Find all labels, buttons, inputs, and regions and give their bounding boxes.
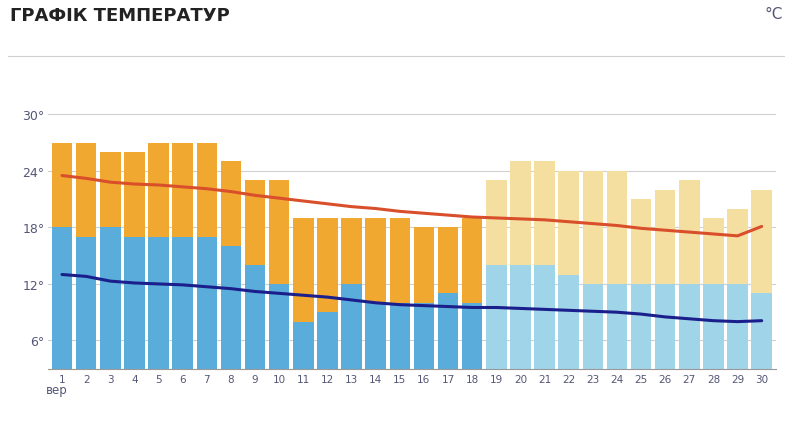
- Bar: [245, 181, 265, 266]
- Bar: [630, 284, 651, 397]
- Bar: [365, 218, 386, 303]
- Bar: [703, 218, 724, 284]
- Bar: [245, 266, 265, 397]
- Bar: [607, 284, 627, 397]
- Bar: [535, 266, 554, 397]
- Bar: [365, 303, 386, 397]
- Bar: [510, 266, 531, 397]
- Bar: [293, 322, 314, 397]
- Bar: [727, 209, 748, 284]
- Bar: [607, 171, 627, 284]
- Bar: [51, 228, 72, 397]
- Bar: [269, 284, 289, 397]
- Bar: [679, 181, 699, 284]
- Bar: [51, 143, 72, 228]
- Bar: [510, 162, 531, 266]
- Bar: [727, 284, 748, 397]
- Bar: [196, 143, 217, 237]
- Bar: [413, 228, 434, 303]
- Bar: [173, 237, 193, 397]
- Bar: [583, 171, 603, 284]
- Bar: [317, 312, 337, 397]
- Bar: [752, 294, 772, 397]
- Bar: [148, 143, 169, 237]
- Bar: [752, 190, 772, 294]
- Bar: [124, 153, 145, 237]
- Bar: [486, 266, 507, 397]
- Bar: [173, 143, 193, 237]
- Bar: [390, 218, 410, 303]
- Bar: [462, 303, 482, 397]
- Bar: [221, 247, 241, 397]
- Bar: [390, 303, 410, 397]
- Bar: [196, 237, 217, 397]
- Bar: [148, 237, 169, 397]
- Bar: [76, 143, 97, 237]
- Bar: [558, 275, 579, 397]
- Bar: [269, 181, 289, 284]
- Bar: [221, 162, 241, 247]
- Bar: [413, 303, 434, 397]
- Text: ГРАФІК ТЕМПЕРАТУР: ГРАФІК ТЕМПЕРАТУР: [10, 7, 229, 24]
- Text: °C: °C: [764, 7, 782, 21]
- Bar: [438, 294, 459, 397]
- Bar: [462, 218, 482, 303]
- Bar: [100, 228, 120, 397]
- Bar: [703, 284, 724, 397]
- Bar: [124, 237, 145, 397]
- Text: вер: вер: [46, 383, 68, 396]
- Bar: [655, 284, 676, 397]
- Bar: [630, 200, 651, 284]
- Bar: [317, 218, 337, 312]
- Bar: [438, 228, 459, 294]
- Bar: [341, 284, 362, 397]
- Bar: [655, 190, 676, 284]
- Bar: [341, 218, 362, 284]
- Bar: [679, 284, 699, 397]
- Bar: [558, 171, 579, 275]
- Bar: [583, 284, 603, 397]
- Bar: [76, 237, 97, 397]
- Bar: [535, 162, 554, 266]
- Bar: [486, 181, 507, 266]
- Bar: [293, 218, 314, 322]
- Bar: [100, 153, 120, 228]
